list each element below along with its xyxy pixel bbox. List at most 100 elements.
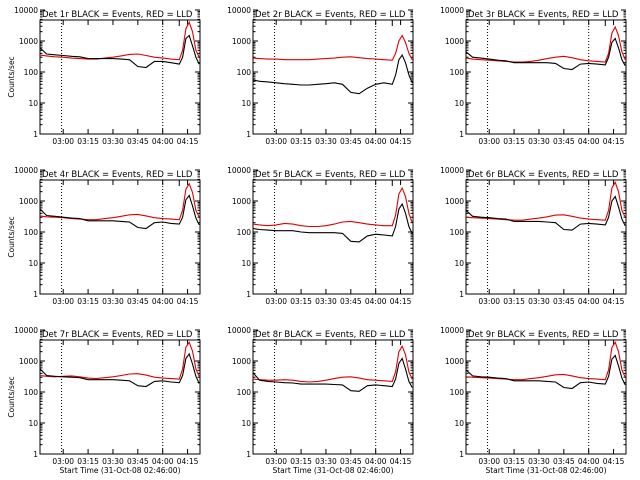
- plot-frame: [39, 339, 201, 455]
- y-tick-label: 10000: [14, 166, 38, 175]
- x-tick-label: 03:45: [127, 297, 149, 306]
- plot-frame: [465, 19, 627, 135]
- y-tick-label: 1000: [19, 37, 38, 46]
- y-tick-label: 1: [33, 450, 38, 459]
- y-tick-label: 1: [246, 450, 251, 459]
- panel-title: Det 2r BLACK = Events, RED = LLD: [255, 10, 406, 20]
- detector-panel: Det 4r BLACK = Events, RED = LLD 1 10 100 10…: [7, 166, 201, 306]
- x-tick-label: 03:00: [478, 137, 500, 146]
- events-series-line: [39, 352, 200, 388]
- y-tick-label: 10: [454, 419, 464, 428]
- x-axis-label: Start Time (31-Oct-08 02:46:00): [272, 466, 393, 475]
- x-tick-label: 04:00: [152, 457, 174, 466]
- events-series-line: [39, 194, 200, 230]
- x-tick-label: 03:15: [77, 297, 99, 306]
- detector-panel: Det 7r BLACK = Events, RED = LLD 1 10 100 10…: [7, 326, 201, 475]
- events-series-line: [252, 357, 413, 392]
- y-tick-label: 1000: [232, 197, 251, 206]
- y-tick-label: 10: [241, 99, 251, 108]
- y-tick-label: 1000: [445, 357, 464, 366]
- x-tick-label: 04:00: [365, 137, 387, 146]
- y-tick-label: 10000: [227, 326, 251, 335]
- flare-marker: [604, 179, 612, 186]
- x-tick-label: 04:00: [578, 297, 600, 306]
- panel-title: Det 9r BLACK = Events, RED = LLD: [468, 330, 619, 340]
- x-tick-label: 03:15: [503, 137, 525, 146]
- x-tick-label: 03:00: [265, 137, 287, 146]
- x-tick-label: 03:30: [102, 137, 124, 146]
- x-tick-label: 04:15: [390, 457, 412, 466]
- y-tick-label: 1: [33, 130, 38, 139]
- y-tick-label: 100: [450, 68, 465, 77]
- panel-title: Det 3r BLACK = Events, RED = LLD: [468, 10, 619, 20]
- x-tick-label: 04:15: [177, 457, 199, 466]
- x-tick-label: 03:00: [52, 457, 74, 466]
- x-tick-label: 03:30: [528, 297, 550, 306]
- x-axis-label: Start Time (31-Oct-08 02:46:00): [59, 466, 180, 475]
- y-tick-label: 1000: [19, 197, 38, 206]
- y-tick-label: 10: [241, 259, 251, 268]
- detector-panel: Det 2r BLACK = Events, RED = LLD 1 10 100 10…: [227, 6, 414, 146]
- x-tick-label: 03:15: [290, 297, 312, 306]
- y-tick-label: 1: [459, 290, 464, 299]
- events-series-line: [465, 37, 626, 71]
- events-series-line: [252, 202, 413, 243]
- events-series-line: [39, 34, 200, 69]
- detector-panel: Det 6r BLACK = Events, RED = LLD 1 10 100 10…: [440, 166, 627, 306]
- y-tick-label: 10000: [14, 6, 38, 15]
- x-tick-label: 03:45: [340, 137, 362, 146]
- y-tick-label: 1: [459, 130, 464, 139]
- flare-marker: [178, 339, 186, 346]
- y-tick-label: 1: [246, 130, 251, 139]
- y-tick-label: 100: [450, 388, 465, 397]
- plot-frame: [39, 179, 201, 295]
- flare-marker: [391, 19, 399, 26]
- lld-series-line: [39, 20, 200, 61]
- x-tick-label: 04:00: [578, 137, 600, 146]
- detector-panel: Det 1r BLACK = Events, RED = LLD 1 10 100 10…: [7, 6, 201, 146]
- y-tick-label: 10: [454, 99, 464, 108]
- plot-frame: [39, 19, 201, 135]
- x-tick-label: 04:00: [152, 297, 174, 306]
- y-tick-label: 100: [24, 68, 39, 77]
- x-tick-label: 04:00: [365, 457, 387, 466]
- panel-title: Det 1r BLACK = Events, RED = LLD: [42, 10, 193, 20]
- flare-marker: [391, 179, 399, 186]
- y-tick-label: 10: [454, 259, 464, 268]
- panel-title: Det 6r BLACK = Events, RED = LLD: [468, 170, 619, 180]
- x-tick-label: 03:15: [77, 137, 99, 146]
- lld-series-line: [252, 186, 413, 228]
- y-tick-label: 10000: [227, 6, 251, 15]
- panel-title: Det 8r BLACK = Events, RED = LLD: [255, 330, 406, 340]
- panel-title: Det 4r BLACK = Events, RED = LLD: [42, 170, 193, 180]
- y-tick-label: 10000: [227, 166, 251, 175]
- y-tick-label: 100: [237, 388, 252, 397]
- x-tick-label: 03:00: [52, 297, 74, 306]
- x-tick-label: 03:00: [265, 297, 287, 306]
- lld-series-line: [39, 182, 200, 221]
- y-tick-label: 10: [28, 259, 38, 268]
- lld-series-line: [465, 341, 626, 381]
- x-tick-label: 03:45: [340, 297, 362, 306]
- y-tick-label: 1000: [232, 37, 251, 46]
- y-tick-label: 10000: [440, 6, 464, 15]
- x-tick-label: 04:15: [390, 137, 412, 146]
- y-tick-label: 100: [24, 388, 39, 397]
- x-tick-label: 03:45: [553, 297, 575, 306]
- events-series-line: [465, 195, 626, 231]
- panel-title: Det 5r BLACK = Events, RED = LLD: [255, 170, 406, 180]
- y-tick-label: 10000: [440, 326, 464, 335]
- y-tick-label: 100: [237, 228, 252, 237]
- x-tick-label: 03:00: [478, 457, 500, 466]
- x-tick-label: 03:15: [290, 457, 312, 466]
- flare-marker: [604, 19, 612, 26]
- y-tick-label: 1000: [19, 357, 38, 366]
- y-tick-label: 1000: [232, 357, 251, 366]
- x-tick-label: 03:45: [127, 457, 149, 466]
- x-tick-label: 03:15: [290, 137, 312, 146]
- y-tick-label: 1000: [445, 197, 464, 206]
- x-tick-label: 03:30: [315, 297, 337, 306]
- y-axis-label: Counts/sec: [7, 56, 16, 97]
- x-tick-label: 03:30: [528, 137, 550, 146]
- flare-marker: [178, 179, 186, 186]
